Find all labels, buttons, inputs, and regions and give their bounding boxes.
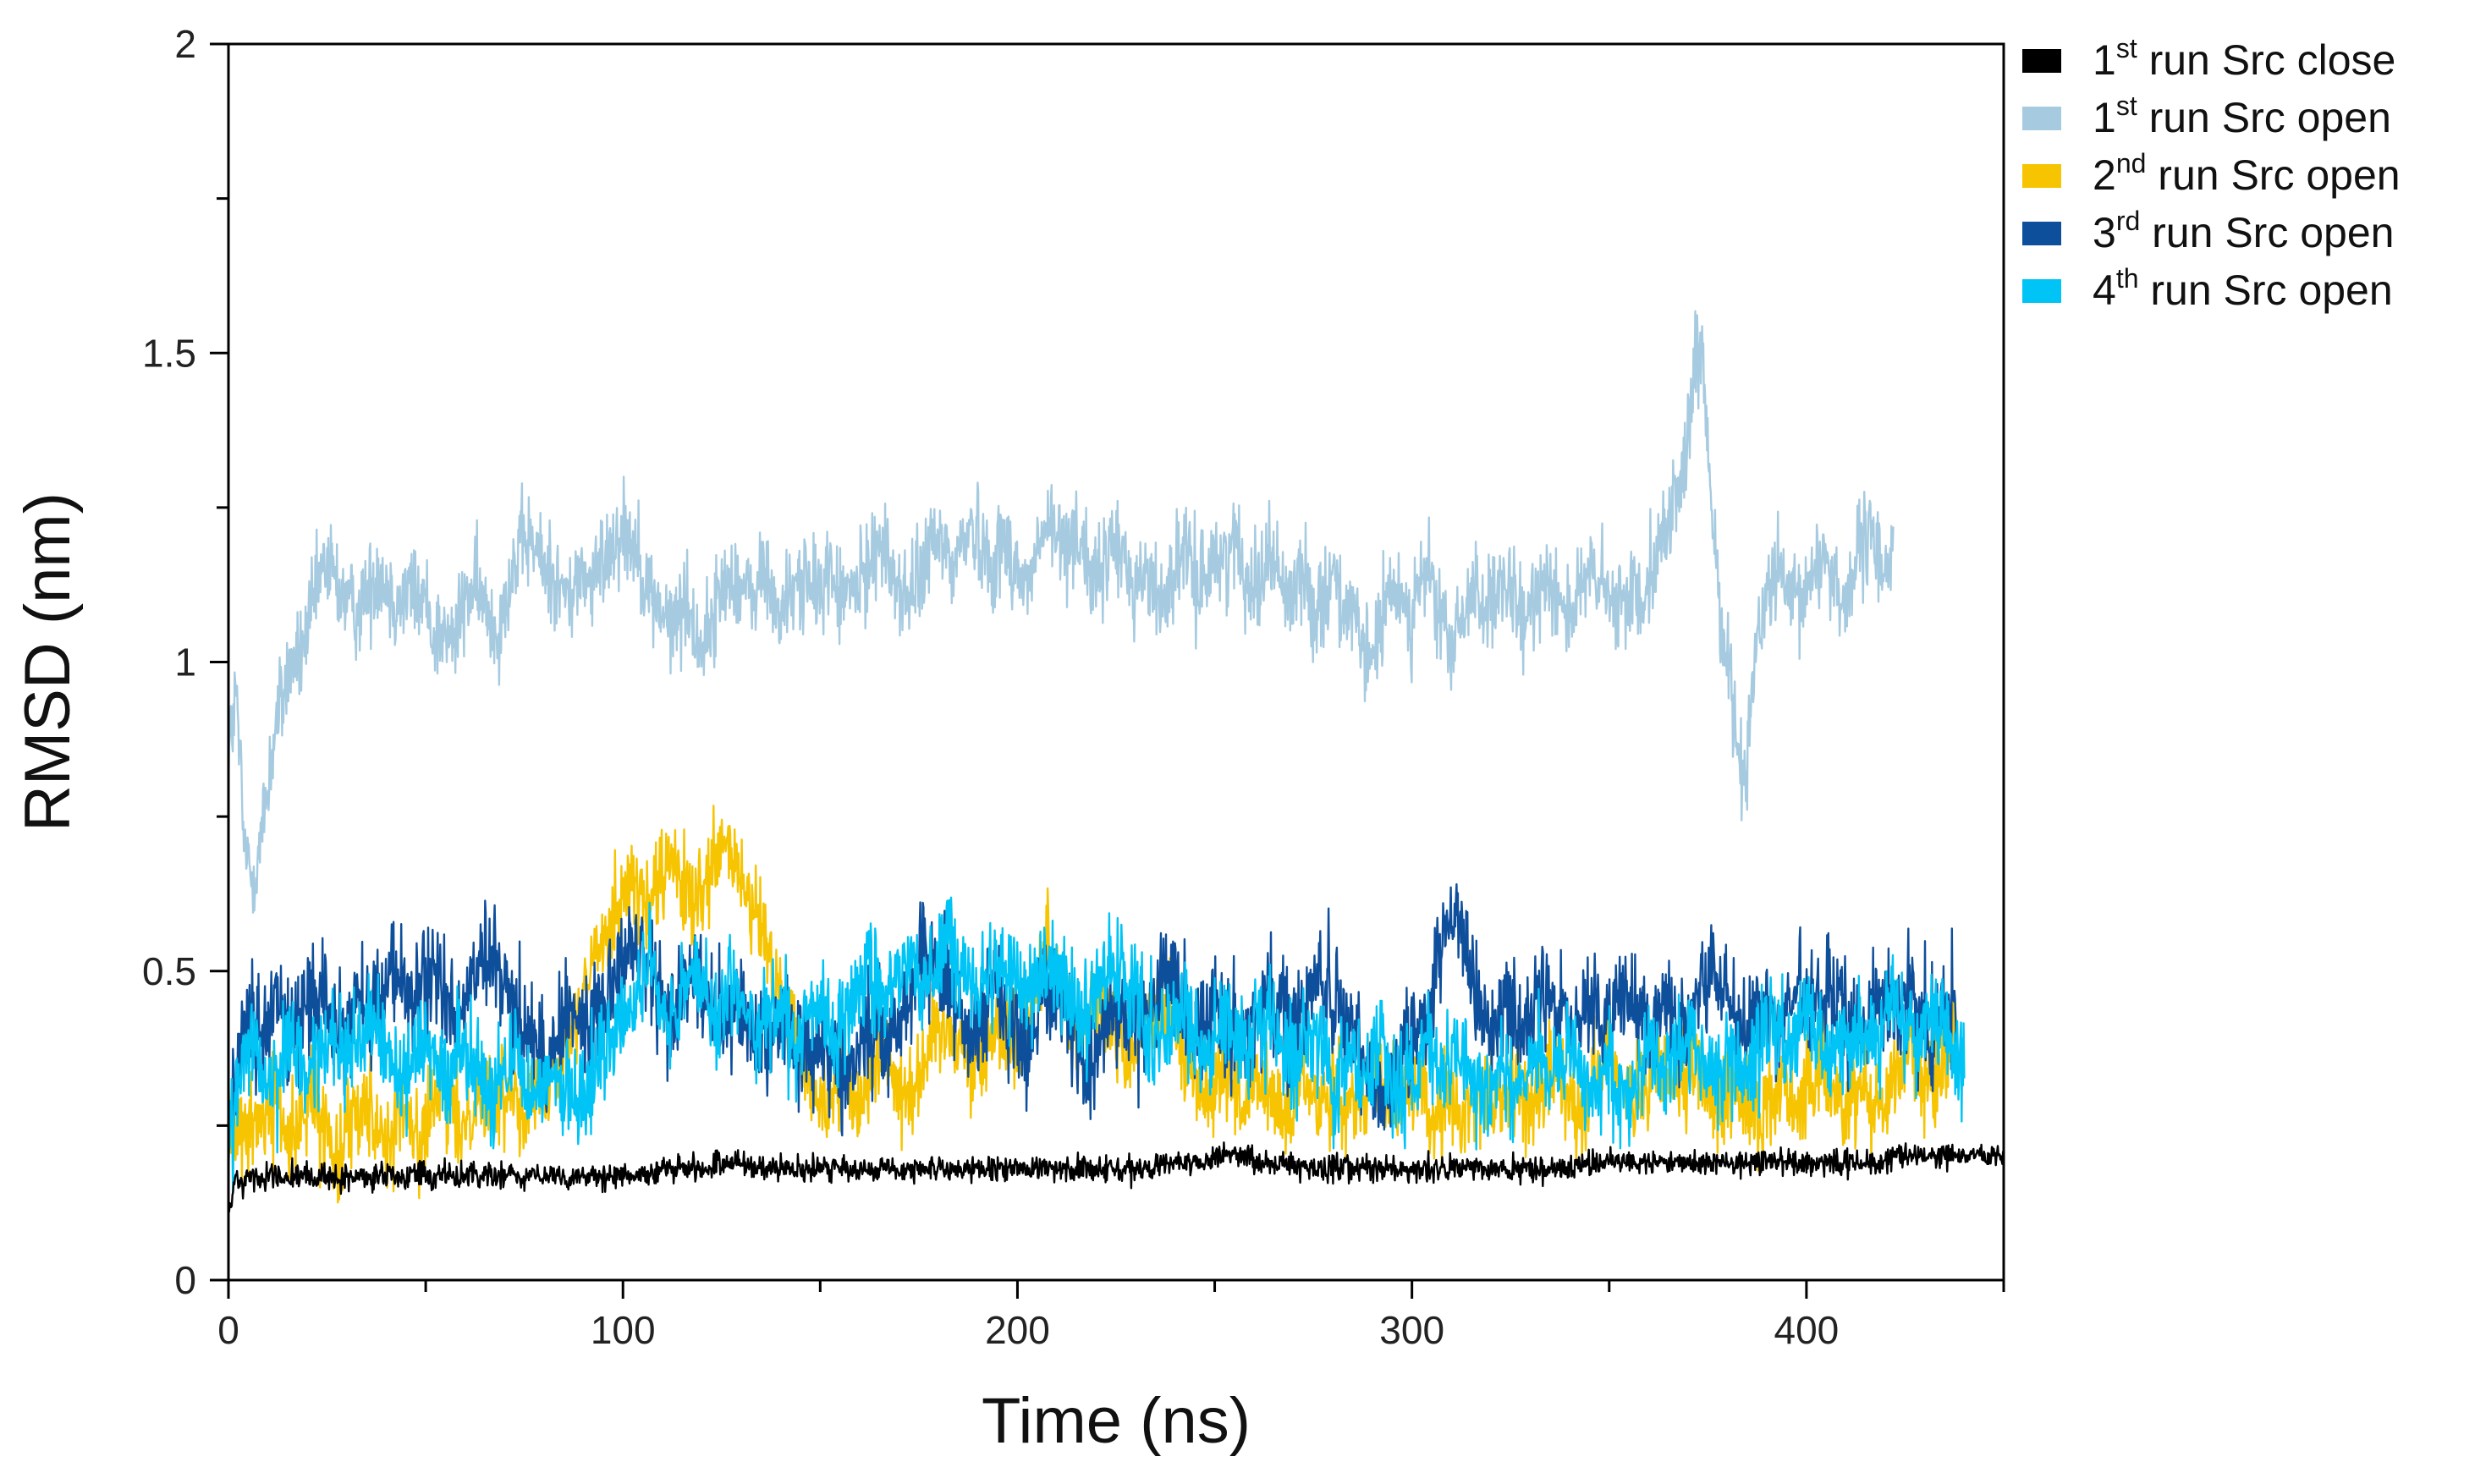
legend-label: 1st run Src open: [2093, 91, 2391, 141]
x-tick-label: 200: [985, 1308, 1050, 1352]
y-axis-title: RMSD (nm): [12, 492, 84, 832]
y-tick-label: 1: [174, 640, 196, 684]
y-tick-label: 0.5: [142, 949, 196, 993]
legend-label: 4th run Src open: [2093, 263, 2393, 314]
legend-superscript: st: [2116, 33, 2137, 63]
x-tick-label: 0: [217, 1308, 239, 1352]
x-axis-title: Time (ns): [982, 1385, 1251, 1457]
legend-text: run Src open: [2139, 267, 2393, 314]
ticks-layer: 0 100 200 300 400 0 0.5 1 1.5 2: [142, 22, 2005, 1352]
legend-swatch: [2022, 49, 2061, 73]
series-line-4: [227, 882, 1958, 1175]
x-tick-label: 400: [1774, 1308, 1840, 1352]
legend-swatch: [2022, 222, 2061, 245]
series-line-5: [227, 896, 1966, 1195]
legend-text: run Src close: [2137, 36, 2396, 84]
legend-number: 2: [2093, 151, 2116, 199]
x-tick-label: 300: [1379, 1308, 1444, 1352]
legend-text: run Src open: [2140, 209, 2394, 256]
series-line-1: [227, 1141, 2005, 1213]
legend-swatch: [2022, 279, 2061, 303]
series-layer: [227, 310, 2005, 1213]
legend-superscript: st: [2116, 91, 2137, 121]
y-tick-label: 1.5: [142, 331, 196, 375]
legend-number: 3: [2093, 209, 2116, 256]
legend-number: 1: [2093, 36, 2116, 84]
legend-number: 4: [2093, 267, 2116, 314]
legend-superscript: nd: [2116, 148, 2147, 179]
legend-superscript: th: [2116, 263, 2139, 294]
legend-label: 2nd run Src open: [2093, 148, 2401, 199]
x-tick-label: 100: [591, 1308, 656, 1352]
y-tick-label: 2: [174, 22, 196, 66]
legend-swatch: [2022, 107, 2061, 130]
y-tick-label: 0: [174, 1258, 196, 1302]
legend-number: 1: [2093, 94, 2116, 141]
legend-text: run Src open: [2137, 94, 2391, 141]
legend-label: 1st run Src close: [2093, 33, 2395, 84]
legend-label: 3rd run Src open: [2093, 206, 2394, 256]
legend-text: run Src open: [2146, 151, 2400, 199]
series-line-2: [227, 310, 1895, 914]
legend-swatch: [2022, 164, 2061, 188]
legend-superscript: rd: [2116, 206, 2140, 236]
